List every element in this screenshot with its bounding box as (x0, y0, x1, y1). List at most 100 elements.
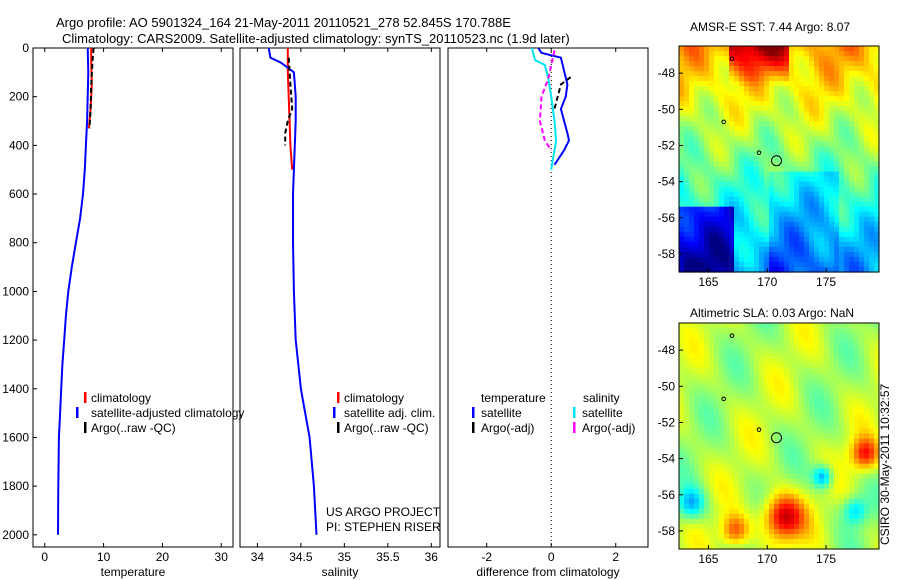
map-cell (834, 186, 840, 193)
map-cell (719, 533, 725, 540)
map-cell (804, 206, 810, 213)
map-cell (684, 261, 690, 268)
map-cell (819, 453, 825, 460)
map-cell (679, 236, 685, 243)
map-cell (689, 221, 695, 228)
map-cell (759, 443, 765, 450)
map-cell (684, 176, 690, 183)
header-line1: Argo profile: AO 5901324_164 21-May-2011… (56, 15, 511, 30)
x-tick-label: 175 (816, 275, 836, 289)
map-cell (684, 61, 690, 67)
map-cell (739, 388, 745, 394)
map-cell (679, 241, 685, 248)
map-cell (729, 448, 735, 455)
map-cell (869, 463, 875, 470)
map-cell (724, 256, 730, 263)
map-cell (764, 398, 770, 404)
map-cell (749, 448, 755, 455)
map-cell (814, 251, 820, 258)
map-cell (794, 323, 800, 329)
map-cell (779, 393, 785, 399)
map-cell (719, 106, 725, 112)
map-cell (724, 211, 730, 218)
map-cell (784, 251, 790, 258)
map-cell (829, 543, 835, 550)
map-cell (714, 51, 720, 57)
map-cell (829, 498, 835, 505)
map-cell (714, 403, 720, 409)
map-cell (829, 508, 835, 515)
map-cell (684, 186, 690, 193)
map-cell (869, 493, 875, 500)
map-cell (799, 151, 805, 158)
map-cell (874, 458, 880, 465)
map-cell (709, 81, 715, 87)
map-cell (684, 211, 690, 218)
map-cell (719, 458, 725, 465)
map-cell (719, 226, 725, 233)
map-cell (864, 353, 870, 359)
map-cell (739, 231, 745, 238)
map-cell (789, 448, 795, 455)
map-cell (854, 353, 860, 359)
map-cell (759, 423, 765, 430)
map-cell (804, 383, 810, 389)
map-cell (829, 181, 835, 188)
map-cell (839, 353, 845, 359)
map-cell (724, 518, 730, 525)
map-cell (864, 348, 870, 354)
map-cell (834, 166, 840, 173)
map-cell (819, 368, 825, 374)
map-cell (719, 423, 725, 430)
map-cell (689, 428, 695, 435)
map-cell (704, 256, 710, 263)
map-cell (859, 368, 865, 374)
map-cell (774, 483, 780, 490)
map-cell (774, 146, 780, 153)
map-cell (754, 156, 760, 163)
map-cell (744, 251, 750, 258)
map-cell (864, 186, 870, 193)
map-cell (859, 151, 865, 158)
map-cell (749, 156, 755, 163)
map-cell (704, 338, 710, 344)
map-cell (804, 121, 810, 127)
y-tick-label: 2000 (2, 528, 29, 542)
map-cell (859, 538, 865, 545)
map-cell (724, 368, 730, 374)
map-cell (814, 186, 820, 193)
map-cell (769, 383, 775, 389)
map-cell (694, 388, 700, 394)
map-cell (829, 76, 835, 82)
series-argo-raw-qc- (284, 57, 294, 146)
map-cell (744, 373, 750, 379)
map-cell (794, 378, 800, 384)
map-cell (734, 226, 740, 233)
map-cell (744, 503, 750, 510)
map-cell (709, 473, 715, 480)
map-cell (814, 231, 820, 238)
map-cell (764, 216, 770, 223)
map-cell (714, 508, 720, 515)
map-cell (739, 266, 745, 273)
map-cell (834, 513, 840, 520)
map-cell (849, 393, 855, 399)
map-cell (784, 488, 790, 495)
map-cell (724, 246, 730, 253)
map-cell (744, 423, 750, 430)
map-cell (689, 538, 695, 545)
map-cell (749, 196, 755, 203)
map-cell (709, 106, 715, 112)
map-cell (734, 418, 740, 425)
map-cell (784, 211, 790, 218)
map-cell (804, 106, 810, 112)
map-cell (809, 106, 815, 112)
map-cell (744, 418, 750, 425)
map-cell (739, 523, 745, 530)
map-cell (769, 191, 775, 198)
map-cell (759, 518, 765, 525)
map-cell (709, 56, 715, 62)
map-cell (829, 478, 835, 485)
map-cell (789, 428, 795, 435)
map-cell (724, 418, 730, 425)
